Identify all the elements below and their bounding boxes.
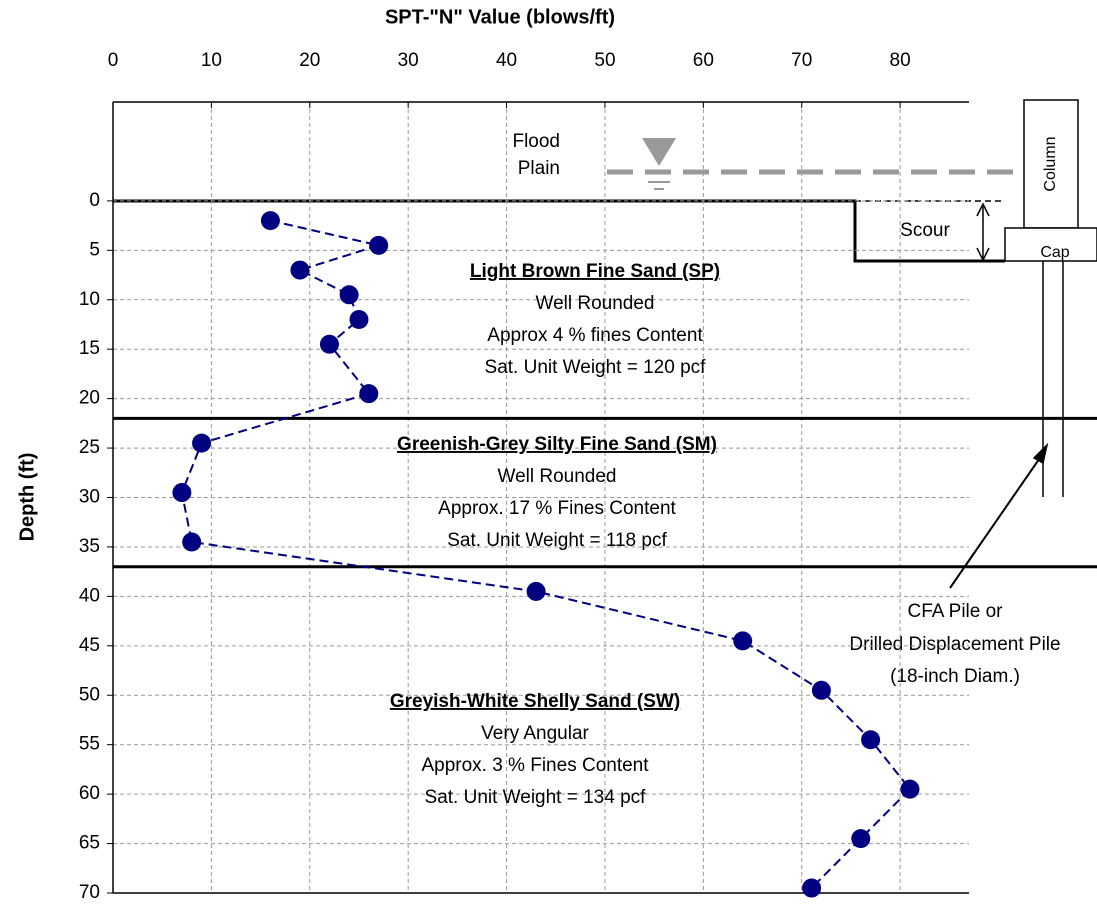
annotation: CFA Pile or — [907, 601, 1003, 622]
y-tick-label: 50 — [79, 684, 100, 705]
data-point — [861, 730, 881, 750]
y-tick-label: 30 — [79, 487, 100, 508]
data-point — [526, 581, 546, 601]
data-point — [802, 878, 822, 898]
annotation: Scour — [900, 220, 950, 241]
data-point — [192, 433, 212, 453]
x-axis-title: SPT-"N" Value (blows/ft) — [385, 6, 615, 28]
layer-note: Well Rounded — [497, 466, 616, 487]
y-tick-label: 35 — [79, 536, 100, 557]
data-point — [369, 235, 389, 255]
y-tick-label: 40 — [79, 585, 100, 606]
water-symbol — [642, 138, 676, 166]
data-point — [349, 310, 369, 330]
data-point — [290, 260, 310, 280]
y-tick-label: 20 — [79, 388, 100, 409]
data-point — [339, 285, 359, 305]
y-tick-label: 60 — [79, 783, 100, 804]
y-tick-label: 10 — [79, 289, 100, 310]
x-tick-label: 40 — [496, 50, 517, 71]
x-tick-label: 20 — [299, 50, 320, 71]
layer-note: Approx. 17 % Fines Content — [438, 498, 676, 519]
annotation: (18-inch Diam.) — [890, 666, 1020, 687]
y-tick-label: 70 — [79, 882, 100, 903]
layer-note: Approx 4 % fines Content — [487, 325, 703, 346]
y-tick-label: 25 — [79, 437, 100, 458]
pile-cap — [1004, 227, 1097, 262]
data-point — [172, 483, 192, 503]
ground-line — [113, 199, 1005, 263]
layer-note: Very Angular — [481, 723, 589, 744]
column — [1023, 99, 1079, 229]
y-tick-label: 0 — [89, 190, 100, 211]
y-tick-label: 45 — [79, 635, 100, 656]
data-point — [851, 829, 871, 849]
x-tick-label: 70 — [791, 50, 812, 71]
x-tick-label: 50 — [594, 50, 615, 71]
layer-note: Well Rounded — [535, 293, 654, 314]
arrow-head — [1032, 442, 1049, 465]
layer-note: Sat. Unit Weight = 120 pcf — [485, 357, 707, 378]
data-point — [811, 680, 831, 700]
data-point — [733, 631, 753, 651]
layer-note: Sat. Unit Weight = 118 pcf — [447, 530, 667, 551]
data-point — [359, 384, 379, 404]
layer-note: Approx. 3 % Fines Content — [421, 755, 649, 776]
y-tick-label: 15 — [79, 338, 100, 359]
layer-title: Greyish-White Shelly Sand (SW) — [390, 691, 680, 712]
y-tick-label: 5 — [89, 239, 100, 260]
y-tick-label: 65 — [79, 833, 100, 854]
x-tick-label: 0 — [108, 50, 119, 71]
y-tick-label: 55 — [79, 734, 100, 755]
y-axis-title: Depth (ft) — [16, 453, 38, 542]
data-point — [260, 211, 280, 231]
annotation: Drilled Displacement Pile — [849, 634, 1060, 655]
data-point — [900, 779, 920, 799]
data-point — [182, 532, 202, 552]
layer-title: Light Brown Fine Sand (SP) — [470, 261, 720, 282]
x-tick-label: 10 — [201, 50, 222, 71]
x-tick-label: 60 — [693, 50, 714, 71]
data-point — [319, 334, 339, 354]
layer-note: Sat. Unit Weight = 134 pcf — [425, 787, 647, 808]
x-tick-label: 80 — [890, 50, 911, 71]
x-tick-label: 30 — [398, 50, 419, 71]
layer-title: Greenish-Grey Silty Fine Sand (SM) — [397, 434, 717, 455]
annotation: Plain — [518, 158, 560, 179]
annotation: Cap — [1040, 244, 1069, 261]
annotation: Column — [1042, 136, 1059, 191]
annotation: Flood — [512, 131, 560, 152]
